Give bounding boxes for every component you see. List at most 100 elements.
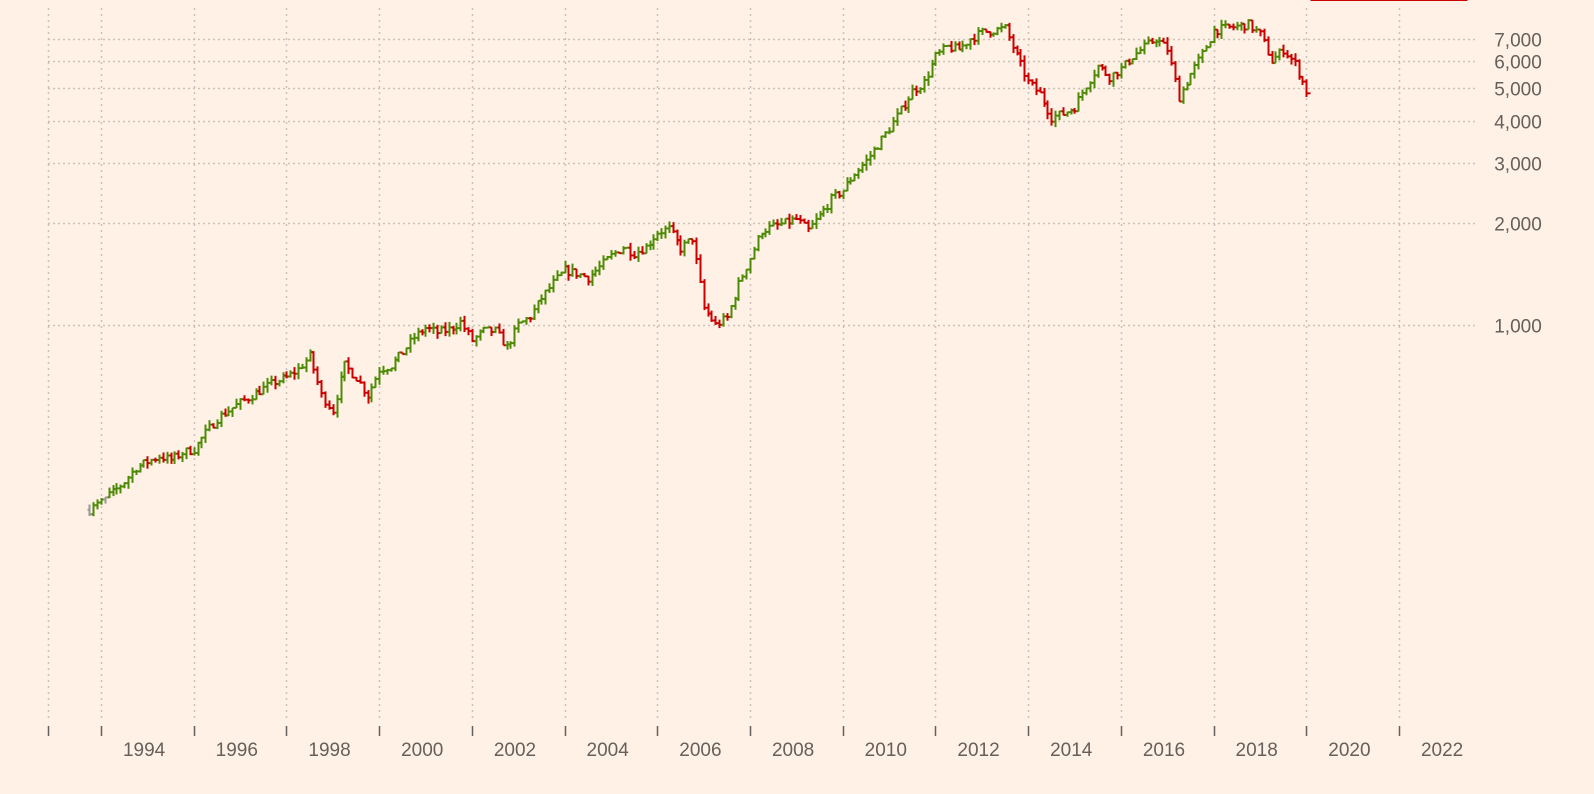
ohlc-bar <box>875 147 880 150</box>
ohlc-bar <box>447 321 452 337</box>
ohlc-bar <box>184 447 189 460</box>
x-tick-label: 2004 <box>587 740 630 761</box>
ohlc-bar <box>856 167 861 179</box>
y-tick-label: 4,000 <box>1494 113 1542 134</box>
ohlc-bar <box>273 375 278 390</box>
ohlc-bar <box>903 100 908 111</box>
ohlc-bar <box>848 177 853 185</box>
ohlc-bar <box>1219 19 1224 40</box>
ohlc-bar <box>404 347 409 356</box>
ohlc-bar <box>1266 36 1271 56</box>
ohlc-bar <box>825 204 830 213</box>
ohlc-bar <box>624 246 629 250</box>
ohlc-bar <box>292 367 297 380</box>
ohlc-bar <box>512 325 517 347</box>
ohlc-bar <box>269 375 274 386</box>
ohlc-bar <box>408 334 413 353</box>
ohlc-bar <box>1285 50 1290 59</box>
ohlc-bar <box>149 458 154 466</box>
ohlc-bar <box>713 315 718 325</box>
ohlc-bar <box>412 332 417 345</box>
x-tick-label: 1994 <box>123 740 166 761</box>
ohlc-bar <box>613 250 618 257</box>
ohlc-bar <box>1300 75 1305 86</box>
ohlc-bar <box>1223 20 1228 29</box>
ohlc-bar <box>385 368 390 375</box>
x-tick-label: 2010 <box>865 740 907 761</box>
ohlc-bar <box>516 318 521 333</box>
ohlc-bar <box>1115 71 1120 80</box>
ohlc-bar <box>597 260 602 276</box>
ohlc-bar <box>949 40 954 53</box>
ohlc-bar <box>165 451 170 464</box>
ohlc-bar <box>122 482 127 489</box>
ohlc-bar <box>864 154 869 171</box>
ohlc-bar <box>1235 21 1240 31</box>
ohlc-bar <box>1061 107 1066 116</box>
ohlc-bar <box>524 316 529 325</box>
ohlc-bar <box>358 375 363 384</box>
y-tick-label: 7,000 <box>1494 31 1542 52</box>
ohlc-bar <box>1111 71 1116 87</box>
ohlc-bar <box>1088 81 1093 93</box>
ohlc-bar <box>980 27 985 36</box>
ohlc-bar <box>1208 40 1213 49</box>
ohlc-bar <box>1181 86 1186 104</box>
ohlc-bar <box>841 189 846 200</box>
ohlc-bar <box>416 327 421 342</box>
ohlc-bar <box>1065 111 1070 117</box>
ohlc-bar <box>976 27 981 45</box>
ohlc-bar <box>261 381 266 396</box>
x-axis: 1994 1996 1998 2000 2002 2004 2006 2008 2010 2012… <box>47 726 1463 761</box>
ohlc-bar <box>721 313 726 327</box>
ohlc-bar <box>640 246 645 255</box>
ohlc-bar <box>960 40 965 53</box>
ohlc-bar <box>690 237 695 245</box>
ohlc-bar <box>763 228 768 238</box>
ohlc-bar <box>1254 25 1259 33</box>
ohlc-bar <box>1204 45 1209 53</box>
ohlc-bar <box>1242 22 1247 34</box>
ohlc-bar <box>995 26 1000 36</box>
ohlc-bar <box>454 322 459 335</box>
ohlc-bar <box>377 367 382 385</box>
ohlc-bar <box>663 225 668 239</box>
x-tick-label: 2022 <box>1421 740 1463 761</box>
ohlc-bar <box>891 116 896 133</box>
ohlc-bar <box>821 205 826 217</box>
ohlc-bar <box>331 404 336 416</box>
ohlc-bar <box>748 257 753 274</box>
ohlc-bar <box>968 38 973 50</box>
ohlc-bar <box>257 385 262 396</box>
ohlc-bar <box>288 370 293 378</box>
ohlc-bar <box>686 237 691 244</box>
x-tick-label: 1996 <box>216 740 258 761</box>
ohlc-bar <box>400 351 405 356</box>
ohlc-bar <box>1227 23 1232 29</box>
ohlc-bar <box>1293 53 1298 67</box>
ohlc-bar <box>1273 51 1278 65</box>
ohlc-bar <box>323 391 328 408</box>
ohlc-bar <box>1038 87 1043 94</box>
ohlc-bar <box>964 43 969 50</box>
ohlc-bar <box>169 452 174 464</box>
ohlc-bar <box>1173 61 1178 83</box>
ohlc-bar <box>628 242 633 261</box>
ohlc-bar <box>1030 79 1035 86</box>
ohlc-bar <box>806 219 811 233</box>
ohlc-bar <box>107 487 112 499</box>
ohlc-bar <box>300 363 305 370</box>
ohlc-bar <box>678 235 683 256</box>
ohlc-bar <box>945 44 950 48</box>
ohlc-bar <box>682 239 687 257</box>
ohlc-bar <box>1076 92 1081 113</box>
x-tick-label: 2018 <box>1236 740 1278 761</box>
ohlc-bar <box>1049 108 1054 126</box>
ohlc-bar <box>706 303 711 317</box>
ohlc-bar <box>829 193 834 214</box>
ohlc-bar <box>744 268 749 280</box>
ohlc-bar <box>636 246 641 262</box>
ohlc-bar <box>779 217 784 227</box>
ohlc-bar <box>354 376 359 383</box>
ohlc-bar <box>215 419 220 430</box>
